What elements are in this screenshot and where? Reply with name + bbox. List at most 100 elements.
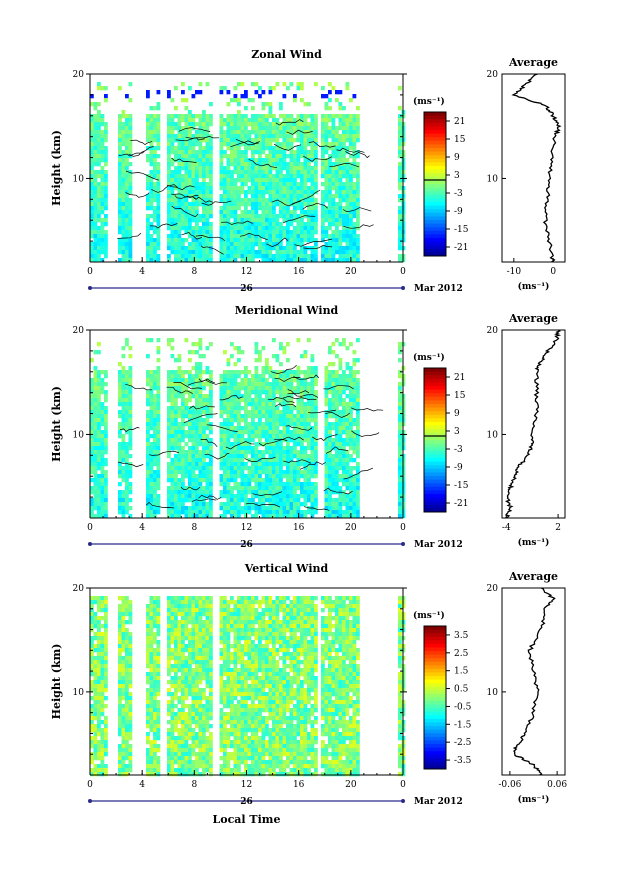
- heatmap-cell: [342, 150, 346, 155]
- heatmap-cell: [128, 154, 133, 159]
- heatmap-cell: [303, 462, 308, 467]
- heatmap-cell: [202, 442, 206, 447]
- heatmap-cell: [177, 150, 182, 155]
- heatmap-cell: [398, 146, 402, 151]
- heatmap-cell: [125, 422, 129, 427]
- heatmap-cell: [195, 186, 199, 191]
- heatmap-cell: [307, 458, 311, 463]
- heatmap-cell: [279, 214, 283, 219]
- heatmap-cell: [328, 82, 332, 87]
- heatmap-cell: [356, 126, 360, 131]
- heatmap-cell: [146, 90, 150, 95]
- heatmap-cell: [356, 434, 360, 439]
- heatmap-cell: [104, 234, 108, 239]
- heatmap-cell: [93, 258, 98, 263]
- heatmap-cell: [233, 402, 238, 407]
- heatmap-cell: [279, 106, 283, 111]
- heatmap-cell: [100, 234, 105, 239]
- heatmap-cell: [153, 126, 157, 131]
- heatmap-cell: [244, 90, 248, 95]
- heatmap-cell: [153, 386, 157, 391]
- heatmap-cell: [247, 486, 252, 491]
- heatmap-cell: [349, 398, 353, 403]
- heatmap-cell: [254, 478, 259, 483]
- heatmap-cell: [125, 170, 129, 175]
- heatmap-cell: [265, 366, 269, 371]
- heatmap-cell: [289, 378, 294, 383]
- heatmap-cell: [300, 474, 304, 479]
- heatmap-cell: [230, 130, 234, 135]
- heatmap-cell: [174, 198, 178, 203]
- heatmap-cell: [167, 218, 171, 223]
- heatmap-cell: [153, 498, 157, 503]
- heatmap-cell: [104, 510, 108, 515]
- heatmap-cell: [331, 386, 336, 391]
- heatmap-cell: [352, 238, 357, 243]
- heatmap-cell: [293, 438, 297, 443]
- heatmap-cell: [153, 502, 157, 507]
- heatmap-cell: [100, 206, 105, 211]
- heatmap-cell: [265, 458, 269, 463]
- heatmap-cell: [177, 450, 182, 455]
- heatmap-cell: [198, 370, 203, 375]
- heatmap-cell: [335, 162, 339, 167]
- contour-line: [189, 405, 215, 410]
- heatmap-cell: [125, 186, 129, 191]
- heatmap-cell: [272, 118, 276, 123]
- heatmap-cell: [296, 474, 301, 479]
- heatmap-cell: [226, 438, 231, 443]
- heatmap-cell: [307, 418, 311, 423]
- heatmap-cell: [310, 386, 315, 391]
- heatmap-cell: [198, 442, 203, 447]
- heatmap-cell: [149, 446, 154, 451]
- heatmap-cell: [352, 506, 357, 511]
- heatmap-cell: [300, 150, 304, 155]
- heatmap-cell: [272, 202, 276, 207]
- heatmap-cell: [170, 466, 175, 471]
- heatmap-cell: [121, 182, 126, 187]
- heatmap-cell: [198, 510, 203, 515]
- heatmap-cell: [90, 146, 94, 151]
- heatmap-cell: [170, 402, 175, 407]
- heatmap-cell: [244, 498, 248, 503]
- heatmap-cell: [244, 474, 248, 479]
- heatmap-cell: [118, 206, 122, 211]
- heatmap-cell: [198, 158, 203, 163]
- heatmap-cell: [230, 122, 234, 127]
- heatmap-cell: [170, 250, 175, 255]
- heatmap-cell: [121, 134, 126, 139]
- heatmap-cell: [265, 498, 269, 503]
- heatmap-cell: [153, 206, 157, 211]
- heatmap-cell: [247, 226, 252, 231]
- heatmap-cell: [97, 482, 101, 487]
- heatmap-cell: [167, 378, 171, 383]
- heatmap-cell: [247, 458, 252, 463]
- heatmap-cell: [331, 486, 336, 491]
- heatmap-cell: [174, 474, 178, 479]
- heatmap-cell: [177, 202, 182, 207]
- heatmap-cell: [191, 434, 196, 439]
- heatmap-cell: [125, 134, 129, 139]
- heatmap-cell: [153, 122, 157, 127]
- heatmap-cell: [146, 214, 150, 219]
- heatmap-cell: [198, 394, 203, 399]
- heatmap-cell: [167, 398, 171, 403]
- heatmap-cell: [170, 178, 175, 183]
- heatmap-cell: [398, 430, 402, 435]
- heatmap-cell: [146, 374, 150, 379]
- heatmap-cell: [226, 470, 231, 475]
- heatmap-cell: [324, 386, 329, 391]
- heatmap-cell: [125, 390, 129, 395]
- heatmap-cell: [237, 402, 241, 407]
- heatmap-cell: [310, 170, 315, 175]
- heatmap-cell: [342, 210, 346, 215]
- heatmap-cell: [202, 450, 206, 455]
- heatmap-cell: [335, 150, 339, 155]
- heatmap-cell: [128, 446, 133, 451]
- heatmap-cell: [258, 426, 262, 431]
- heatmap-cell: [328, 226, 332, 231]
- heatmap-cell: [342, 170, 346, 175]
- heatmap-cell: [230, 226, 234, 231]
- heatmap-cell: [181, 394, 185, 399]
- heatmap-cell: [198, 514, 203, 519]
